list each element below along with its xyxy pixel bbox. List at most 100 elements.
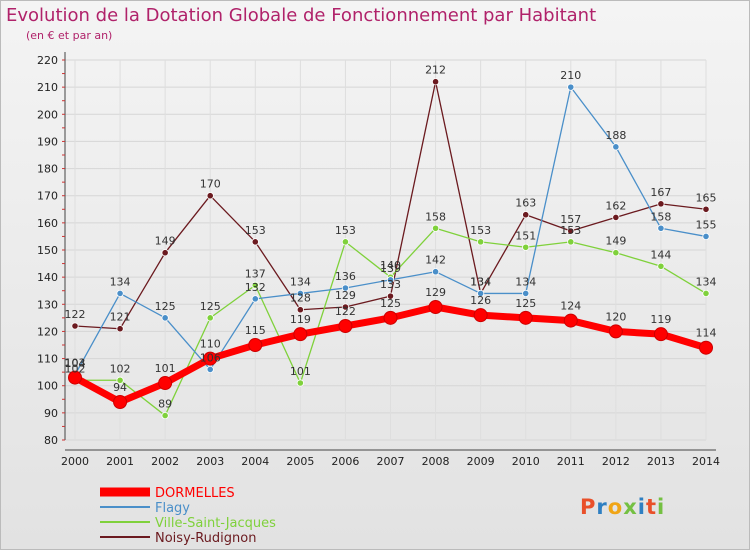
data-point-dormelles [518, 310, 533, 325]
data-point-flagy [477, 289, 485, 298]
data-label-flagy: 132 [245, 281, 266, 294]
data-label-dormelles: 119 [650, 313, 671, 326]
data-point-ville-saint-jacques [477, 238, 485, 246]
data-point-noisy-rudignon [206, 192, 214, 200]
data-point-noisy-rudignon [612, 213, 620, 222]
y-tick-label: 190 [37, 135, 58, 148]
data-point-flagy [206, 365, 214, 374]
data-point-ville-saint-jacques [161, 411, 169, 420]
y-axis: 80 90 100 110 120 130 140 150 160 170 180 190 200 210… [37, 54, 58, 447]
data-label-ville-saint-jacques: 158 [425, 210, 446, 223]
data-label-dormelles: 114 [696, 327, 717, 340]
data-label-ville-saint-jacques: 153 [335, 224, 356, 237]
data-label-dormelles: 110 [200, 338, 221, 351]
data-point-flagy [386, 276, 395, 284]
data-point-noisy-rudignon [431, 78, 440, 86]
series-layer [68, 78, 713, 420]
data-point-noisy-rudignon [522, 211, 530, 219]
data-point-dormelles [158, 376, 173, 390]
data-label-noisy-rudignon: 167 [650, 186, 671, 199]
data-label-dormelles: 101 [155, 362, 176, 375]
data-label-noisy-rudignon: 121 [110, 311, 131, 324]
data-label-noisy-rudignon: 149 [155, 235, 176, 248]
x-tick-label: 2012 [602, 455, 630, 468]
data-point-noisy-rudignon [567, 227, 575, 235]
data-point-ville-saint-jacques [206, 314, 214, 322]
data-point-flagy [161, 314, 169, 322]
data-point-dormelles [248, 338, 263, 352]
data-label-dormelles: 115 [245, 324, 266, 337]
data-label-ville-saint-jacques: 134 [696, 275, 717, 288]
y-tick-label: 170 [37, 190, 58, 203]
data-label-ville-saint-jacques: 102 [65, 362, 86, 375]
data-point-flagy [116, 289, 124, 298]
data-point-ville-saint-jacques [657, 262, 665, 270]
data-label-dormelles: 125 [515, 297, 536, 310]
data-point-flagy [702, 232, 710, 241]
data-label-flagy: 104 [65, 357, 86, 370]
data-label-noisy-rudignon: 134 [470, 275, 491, 288]
data-point-noisy-rudignon [341, 303, 350, 311]
x-tick-label: 2006 [331, 455, 359, 468]
x-tick-label: 2011 [557, 455, 585, 468]
data-point-dormelles [563, 313, 578, 328]
data-point-dormelles [293, 327, 308, 342]
data-label-dormelles: 129 [425, 286, 446, 299]
x-tick-label: 2008 [422, 455, 450, 468]
data-label-ville-saint-jacques: 102 [110, 362, 131, 375]
data-label-noisy-rudignon: 128 [290, 292, 311, 305]
data-point-dormelles [68, 370, 82, 385]
data-point-dormelles [653, 327, 668, 342]
data-label-flagy: 134 [470, 275, 491, 288]
data-label-ville-saint-jacques: 89 [158, 398, 172, 411]
data-label-flagy: 155 [696, 218, 717, 231]
data-label-dormelles: 120 [605, 310, 626, 323]
chart-subtitle: (en € et par an) [26, 29, 112, 42]
data-point-ville-saint-jacques [612, 249, 620, 257]
x-tick-label: 2009 [467, 455, 495, 468]
data-point-flagy [251, 295, 259, 303]
data-label-ville-saint-jacques: 137 [245, 267, 266, 280]
data-label-dormelles: 119 [290, 313, 311, 326]
data-label-ville-saint-jacques: 153 [560, 224, 581, 237]
data-label-flagy: 139 [380, 262, 401, 275]
x-tick-label: 2014 [692, 455, 720, 468]
x-tick-label: 2010 [512, 455, 540, 468]
data-label-ville-saint-jacques: 140 [380, 259, 401, 272]
data-label-flagy: 158 [650, 210, 671, 223]
data-point-dormelles [473, 308, 488, 323]
x-tick-label: 2002 [151, 455, 179, 468]
data-label-flagy: 125 [155, 300, 176, 313]
data-label-noisy-rudignon: 153 [245, 224, 266, 237]
data-point-flagy [522, 289, 530, 298]
y-tick-label: 220 [37, 54, 58, 67]
data-label-noisy-rudignon: 129 [335, 289, 356, 302]
data-point-noisy-rudignon [71, 322, 79, 330]
data-point-noisy-rudignon [657, 200, 665, 208]
data-label-flagy: 106 [200, 351, 221, 364]
data-point-noisy-rudignon [296, 306, 304, 314]
data-label-ville-saint-jacques: 153 [470, 224, 491, 237]
y-tick-label: 90 [44, 407, 58, 420]
data-label-flagy: 134 [290, 275, 311, 288]
data-point-noisy-rudignon [251, 238, 259, 246]
data-label-flagy: 134 [515, 275, 536, 288]
x-tick-label: 2000 [61, 455, 89, 468]
x-tick-label: 2013 [647, 455, 675, 468]
data-label-flagy: 142 [425, 254, 446, 267]
data-point-ville-saint-jacques [522, 243, 530, 251]
data-point-dormelles [383, 310, 398, 325]
data-label-noisy-rudignon: 122 [65, 308, 86, 321]
data-label-noisy-rudignon: 157 [560, 213, 581, 226]
data-point-flagy [657, 224, 665, 232]
data-label-flagy: 134 [110, 275, 131, 288]
data-label-dormelles: 124 [560, 300, 581, 313]
data-point-ville-saint-jacques [431, 224, 440, 232]
data-point-dormelles [608, 324, 623, 339]
y-tick-label: 110 [37, 353, 58, 366]
data-point-noisy-rudignon [702, 205, 710, 213]
data-point-flagy [296, 289, 304, 298]
data-label-noisy-rudignon: 163 [515, 197, 536, 210]
